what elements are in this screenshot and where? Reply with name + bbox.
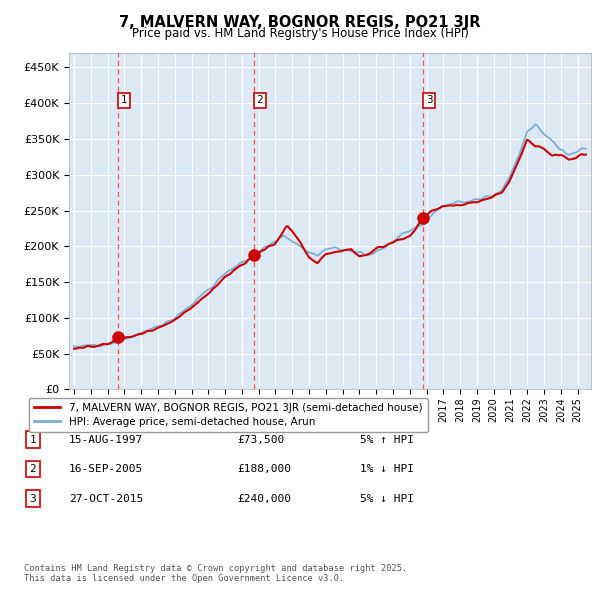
Text: 1: 1 [29, 435, 37, 444]
Text: 1% ↓ HPI: 1% ↓ HPI [360, 464, 414, 474]
Text: 1: 1 [121, 95, 127, 105]
Text: 5% ↑ HPI: 5% ↑ HPI [360, 435, 414, 444]
Text: 2: 2 [256, 95, 263, 105]
Text: £73,500: £73,500 [237, 435, 284, 444]
Text: 2: 2 [29, 464, 37, 474]
Text: 7, MALVERN WAY, BOGNOR REGIS, PO21 3JR: 7, MALVERN WAY, BOGNOR REGIS, PO21 3JR [119, 15, 481, 30]
Text: 16-SEP-2005: 16-SEP-2005 [69, 464, 143, 474]
Text: 3: 3 [29, 494, 37, 503]
Legend: 7, MALVERN WAY, BOGNOR REGIS, PO21 3JR (semi-detached house), HPI: Average price: 7, MALVERN WAY, BOGNOR REGIS, PO21 3JR (… [29, 398, 428, 432]
Text: 15-AUG-1997: 15-AUG-1997 [69, 435, 143, 444]
Text: 3: 3 [426, 95, 433, 105]
Text: £240,000: £240,000 [237, 494, 291, 503]
Text: Price paid vs. HM Land Registry's House Price Index (HPI): Price paid vs. HM Land Registry's House … [131, 27, 469, 40]
Text: £188,000: £188,000 [237, 464, 291, 474]
Text: 5% ↓ HPI: 5% ↓ HPI [360, 494, 414, 503]
Text: 27-OCT-2015: 27-OCT-2015 [69, 494, 143, 503]
Text: Contains HM Land Registry data © Crown copyright and database right 2025.
This d: Contains HM Land Registry data © Crown c… [24, 563, 407, 583]
